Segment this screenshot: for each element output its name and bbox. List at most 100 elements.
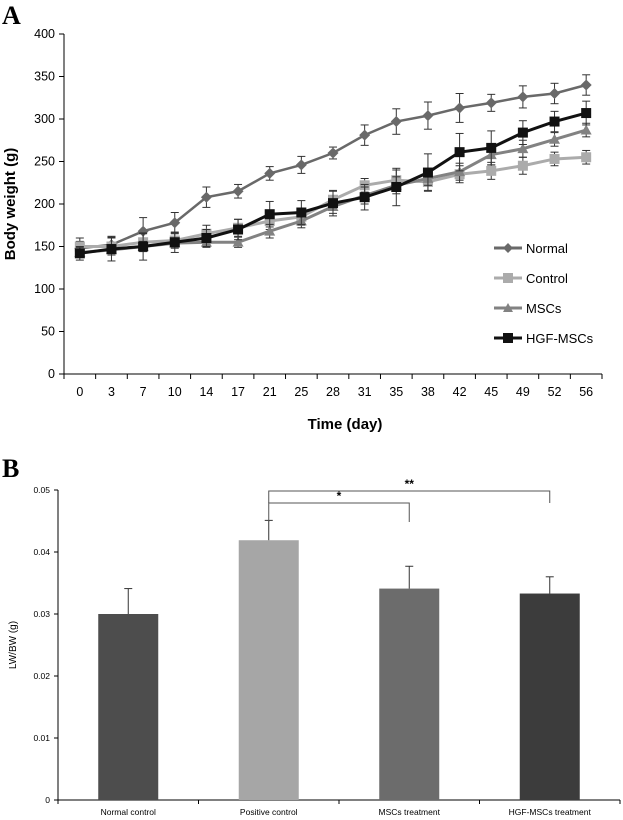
- x-tick-label: 38: [421, 385, 435, 399]
- panel-a-series-group: [74, 74, 592, 262]
- data-point-marker: [295, 159, 307, 171]
- x-tick-label: 35: [389, 385, 403, 399]
- data-point-marker: [503, 273, 513, 283]
- panel-a-letter: A: [2, 1, 21, 30]
- data-point-marker: [328, 198, 338, 209]
- y-tick-label: 0.03: [33, 609, 50, 619]
- x-tick-label: 45: [484, 385, 498, 399]
- data-point-marker: [422, 167, 433, 178]
- data-point-marker: [503, 303, 513, 312]
- data-point-marker: [296, 207, 307, 218]
- y-tick-label: 300: [34, 112, 55, 126]
- bar: [98, 614, 159, 800]
- data-point-marker: [327, 147, 339, 159]
- legend-label: MSCs: [526, 301, 562, 316]
- data-point-marker: [581, 108, 592, 119]
- y-tick-label: 0.05: [33, 485, 50, 495]
- x-tick-label: 56: [579, 385, 593, 399]
- data-point-marker: [359, 192, 370, 203]
- x-tick-label: 7: [140, 385, 147, 399]
- data-point-marker: [549, 153, 560, 164]
- data-point-marker: [549, 116, 560, 127]
- series-line: [79, 111, 587, 255]
- panel-b-bars: [98, 519, 580, 800]
- panel-a-y-axis-label: Body weight (g): [2, 148, 19, 261]
- y-tick-label: 0: [48, 367, 55, 381]
- data-point-marker: [517, 160, 528, 171]
- panel-b-x-ticks: Normal control Positive control MSCs treat…: [57, 800, 621, 817]
- data-point-marker: [503, 243, 513, 253]
- data-point-marker: [264, 225, 276, 236]
- data-point-marker: [264, 167, 276, 179]
- bar: [519, 593, 580, 800]
- data-point-marker: [232, 185, 244, 197]
- y-tick-label: 0.02: [33, 671, 50, 681]
- data-point-marker: [422, 110, 434, 122]
- data-point-marker: [549, 88, 561, 99]
- series-normal: [74, 74, 592, 256]
- x-tick-label: 25: [294, 385, 308, 399]
- data-point-marker: [517, 91, 529, 103]
- data-point-marker: [486, 142, 497, 153]
- panel-a-x-ticks: 0 3 7 10 14 17 21 25 28 31 35 38 42 45 49 52 56: [63, 374, 603, 399]
- x-tick-label: HGF-MSCs treatment: [509, 807, 592, 817]
- data-point-marker: [503, 333, 513, 343]
- panel-a-line-chart: A 0 50 100 150 200 250 300 350 400 0 3 7 10 14 17 21 25…: [2, 1, 603, 433]
- x-tick-label: 14: [199, 385, 213, 399]
- data-point-marker: [454, 147, 465, 158]
- y-tick-label: 50: [41, 325, 55, 339]
- data-point-marker: [581, 152, 592, 163]
- data-point-marker: [454, 102, 466, 114]
- data-point-marker: [169, 217, 181, 229]
- legend-label: HGF-MSCs: [526, 331, 594, 346]
- panel-b-y-axis-label: LW/BW (g): [8, 621, 19, 669]
- y-tick-label: 0: [45, 795, 50, 805]
- panel-a-y-ticks: 0 50 100 150 200 250 300 350 400: [34, 27, 64, 381]
- data-point-marker: [359, 129, 371, 141]
- data-point-marker: [391, 182, 402, 192]
- panel-b-bar-chart: B 0 0.01 0.02 0.03 0.04 0.05 Normal control Po…: [2, 454, 621, 817]
- panel-a-x-axis-label: Time (day): [308, 416, 383, 433]
- y-tick-label: 200: [34, 197, 55, 211]
- y-tick-label: 0.01: [33, 733, 50, 743]
- data-point-marker: [106, 244, 117, 255]
- significance-label: **: [405, 477, 415, 491]
- data-point-marker: [264, 209, 275, 220]
- panel-b-letter: B: [2, 454, 19, 483]
- legend-label: Control: [526, 271, 568, 286]
- data-point-marker: [201, 233, 212, 243]
- data-point-marker: [74, 248, 85, 259]
- x-tick-label: 3: [108, 385, 115, 399]
- data-point-marker: [549, 133, 561, 144]
- y-tick-label: 250: [34, 155, 55, 169]
- legend-label: Normal: [526, 241, 568, 256]
- series-hgf-mscs: [74, 100, 592, 262]
- significance-bracket: [268, 502, 410, 522]
- significance-label: *: [337, 489, 342, 503]
- x-tick-label: 0: [76, 385, 83, 399]
- x-tick-label: MSCs treatment: [379, 807, 441, 817]
- data-point-marker: [169, 237, 180, 248]
- data-point-marker: [517, 127, 528, 138]
- data-point-marker: [486, 165, 497, 176]
- x-tick-label: 42: [453, 385, 467, 399]
- panel-b-y-ticks: 0 0.01 0.02 0.03 0.04 0.05: [33, 485, 58, 805]
- y-tick-label: 150: [34, 240, 55, 254]
- y-tick-label: 0.04: [33, 547, 50, 557]
- y-tick-label: 400: [34, 27, 55, 41]
- data-point-marker: [232, 236, 244, 247]
- data-point-marker: [138, 241, 149, 252]
- x-tick-label: 21: [263, 385, 277, 399]
- bar: [238, 540, 299, 800]
- data-point-marker: [517, 143, 529, 154]
- data-point-marker: [200, 191, 212, 203]
- x-tick-label: 52: [548, 385, 562, 399]
- panel-b-significance-brackets: ***: [268, 477, 551, 522]
- significance-bracket: [268, 490, 551, 503]
- x-tick-label: 28: [326, 385, 340, 399]
- x-tick-label: 31: [358, 385, 372, 399]
- y-tick-label: 100: [34, 282, 55, 296]
- x-tick-label: 17: [231, 385, 245, 399]
- panel-a-legend: Normal Control MSCs HGF-MSCs: [494, 241, 594, 346]
